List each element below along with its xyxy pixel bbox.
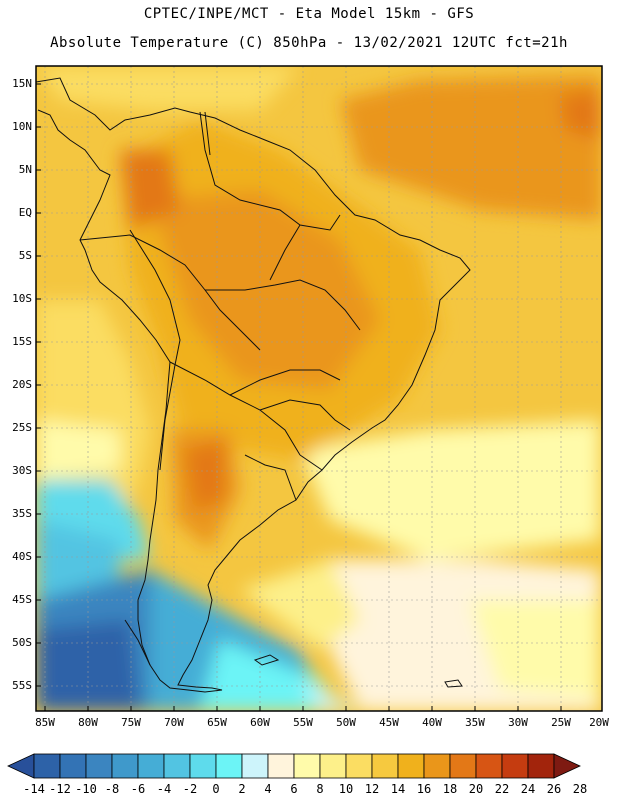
lon-label: 80W bbox=[78, 716, 98, 729]
colorbar-swatch bbox=[163, 753, 191, 779]
colorbar-swatch bbox=[397, 753, 425, 779]
colorbar-label: 2 bbox=[238, 782, 246, 796]
lon-label: 45W bbox=[379, 716, 399, 729]
lat-label: EQ bbox=[18, 206, 32, 219]
lat-label: 55S bbox=[12, 679, 32, 692]
colorbar-swatch bbox=[293, 753, 321, 779]
colorbar-label: -8 bbox=[104, 782, 120, 796]
lon-label: 60W bbox=[250, 716, 270, 729]
colorbar-swatch bbox=[85, 753, 113, 779]
colorbar-swatch bbox=[241, 753, 269, 779]
colorbar-label: 28 bbox=[572, 782, 588, 796]
colorbar-swatch bbox=[267, 753, 295, 779]
coastline bbox=[36, 77, 471, 693]
colorbar-label: 16 bbox=[416, 782, 432, 796]
colorbar-label: 20 bbox=[468, 782, 484, 796]
colorbar-swatch bbox=[33, 753, 61, 779]
colorbar-label: 8 bbox=[316, 782, 324, 796]
lat-label: 25S bbox=[12, 421, 32, 434]
lat-label: 35S bbox=[12, 507, 32, 520]
lat-label: 40S bbox=[12, 550, 32, 563]
lat-label: 10N bbox=[12, 120, 32, 133]
lon-label: 55W bbox=[293, 716, 313, 729]
colorbar-label: 6 bbox=[290, 782, 298, 796]
colorbar-label: 10 bbox=[338, 782, 354, 796]
colorbar-swatch bbox=[319, 753, 347, 779]
lat-label: 10S bbox=[12, 292, 32, 305]
lat-label: 5S bbox=[18, 249, 32, 262]
temperature-field bbox=[36, 66, 602, 711]
colorbar-swatch bbox=[501, 753, 529, 779]
colorbar-arrow-left bbox=[7, 753, 35, 779]
colorbar-label: -2 bbox=[182, 782, 198, 796]
lat-label: 20S bbox=[12, 378, 32, 391]
colorbar-swatch bbox=[475, 753, 503, 779]
colorbar-swatch bbox=[345, 753, 373, 779]
lat-label: 45S bbox=[12, 593, 32, 606]
colorbar-swatch bbox=[59, 753, 87, 779]
colorbar-swatch bbox=[371, 753, 399, 779]
lat-label: 5N bbox=[18, 163, 32, 176]
lon-label: 65W bbox=[207, 716, 227, 729]
colorbar-label: 24 bbox=[520, 782, 536, 796]
colorbar-label: 26 bbox=[546, 782, 562, 796]
lat-label: 15S bbox=[12, 335, 32, 348]
colorbar-swatch bbox=[111, 753, 139, 779]
colorbar-label: -10 bbox=[75, 782, 97, 796]
lon-label: 75W bbox=[121, 716, 141, 729]
title-line-2: Absolute Temperature (C) 850hPa - 13/02/… bbox=[50, 35, 568, 51]
lon-label: 30W bbox=[508, 716, 528, 729]
colorbar-arrow-right bbox=[553, 753, 581, 779]
colorbar bbox=[7, 753, 581, 779]
lon-label: 25W bbox=[551, 716, 571, 729]
colorbar-label: -6 bbox=[130, 782, 146, 796]
lon-label: 70W bbox=[164, 716, 184, 729]
map-frame bbox=[35, 65, 603, 712]
colorbar-swatch bbox=[449, 753, 477, 779]
colorbar-label: 12 bbox=[364, 782, 380, 796]
lon-label: 20W bbox=[589, 716, 609, 729]
colorbar-label: -12 bbox=[49, 782, 71, 796]
lon-label: 35W bbox=[465, 716, 485, 729]
colorbar-label: -4 bbox=[156, 782, 172, 796]
colorbar-label: 14 bbox=[390, 782, 406, 796]
lat-label: 50S bbox=[12, 636, 32, 649]
colorbar-swatch bbox=[189, 753, 217, 779]
lon-label: 50W bbox=[336, 716, 356, 729]
lat-label: 30S bbox=[12, 464, 32, 477]
colorbar-label: -14 bbox=[23, 782, 45, 796]
lon-label: 40W bbox=[422, 716, 442, 729]
colorbar-label: 22 bbox=[494, 782, 510, 796]
lon-label: 85W bbox=[35, 716, 55, 729]
colorbar-swatch bbox=[423, 753, 451, 779]
colorbar-label: 4 bbox=[264, 782, 272, 796]
colorbar-swatch bbox=[215, 753, 243, 779]
lat-label: 15N bbox=[12, 77, 32, 90]
colorbar-label: 18 bbox=[442, 782, 458, 796]
title-line-1: CPTEC/INPE/MCT - Eta Model 15km - GFS bbox=[143, 6, 475, 22]
colorbar-label: 0 bbox=[212, 782, 220, 796]
colorbar-swatch bbox=[527, 753, 555, 779]
colorbar-swatch bbox=[137, 753, 165, 779]
